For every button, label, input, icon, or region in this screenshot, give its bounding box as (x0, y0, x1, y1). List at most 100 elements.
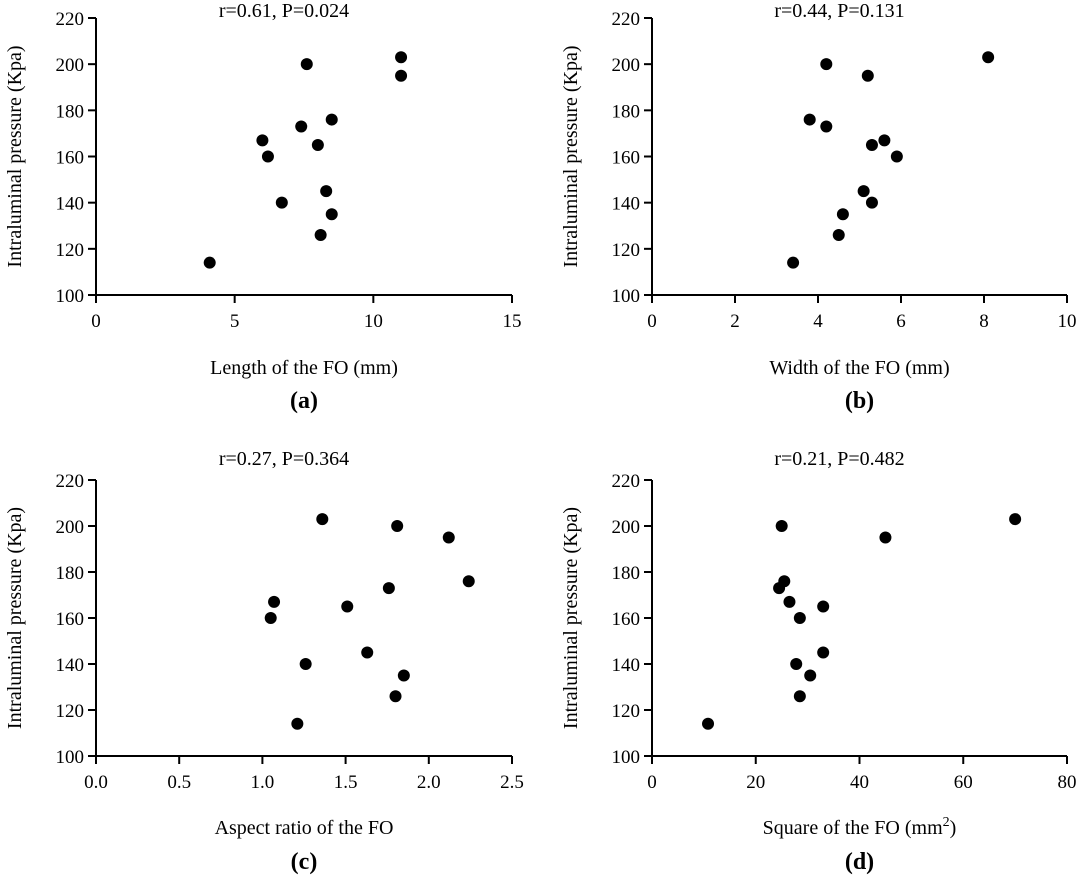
correlation-annotation: r=0.61, P=0.024 (219, 0, 349, 22)
x-tick-label: 2.0 (417, 772, 441, 793)
correlation-annotation: r=0.27, P=0.364 (219, 448, 349, 470)
y-tick-label: 140 (612, 655, 641, 676)
data-point (865, 196, 878, 209)
data-point (793, 690, 806, 703)
data-point (787, 256, 800, 269)
y-tick-label: 200 (612, 55, 641, 76)
x-axis-title-text: Square of the FO (mm (763, 817, 943, 839)
correlation-annotation: r=0.21, P=0.482 (774, 448, 904, 470)
y-tick-label: 120 (612, 701, 641, 722)
data-point (295, 120, 308, 133)
data-point (790, 658, 803, 670)
x-tick-label: 80 (1058, 772, 1077, 793)
correlation-annotation: r=0.44, P=0.131 (774, 0, 904, 22)
x-tick-label: 1.0 (251, 772, 275, 793)
data-point (300, 58, 313, 71)
data-point (702, 717, 715, 730)
panel-label: (b) (845, 388, 874, 414)
x-tick-label: 4 (813, 311, 823, 332)
y-tick-label: 140 (56, 194, 85, 215)
data-point (391, 520, 404, 532)
y-tick-label: 120 (56, 240, 85, 261)
x-tick-label: 8 (979, 311, 989, 332)
panel-label: (c) (291, 849, 318, 875)
panel-label: (a) (290, 388, 318, 414)
y-axis-title: Intraluminal pressure (Kpa) (560, 507, 582, 729)
data-point (803, 113, 816, 126)
data-point (316, 513, 329, 526)
y-tick-label: 200 (612, 517, 641, 538)
data-point (299, 658, 312, 670)
x-tick-label: 20 (746, 772, 765, 793)
y-tick-label: 220 (56, 471, 85, 492)
y-tick-label: 220 (612, 9, 641, 30)
data-point (861, 69, 874, 82)
x-tick-label: 15 (503, 311, 522, 332)
y-tick-label: 140 (612, 194, 641, 215)
data-point (783, 595, 796, 608)
data-point (264, 612, 277, 624)
data-point (817, 600, 830, 613)
x-tick-label: 2.5 (500, 772, 524, 793)
x-axis-title-suffix: ) (950, 817, 957, 839)
y-tick-label: 160 (612, 609, 641, 630)
data-point (361, 646, 374, 659)
y-tick-label: 120 (612, 240, 641, 261)
x-tick-label: 0.5 (167, 772, 191, 793)
x-axis-title: Aspect ratio of the FO (215, 817, 394, 839)
x-axis-title-text: Width of the FO (mm) (769, 357, 949, 379)
y-tick-label: 180 (612, 563, 641, 584)
panel-b: 100 120 140 160 180 200 220 0 2 4 6 8 10 Intraluminal… (560, 0, 1077, 414)
x-tick-label: 10 (364, 311, 383, 332)
data-point (857, 185, 870, 198)
y-tick-label: 100 (612, 747, 641, 768)
x-tick-label: 0 (647, 311, 657, 332)
data-point (395, 51, 408, 64)
y-tick-label: 200 (56, 55, 85, 76)
data-point (341, 600, 354, 613)
x-tick-label: 0 (647, 772, 657, 793)
y-tick-label: 160 (56, 148, 85, 169)
data-point (314, 228, 327, 241)
x-tick-label: 5 (230, 311, 240, 332)
y-axis-title: Intraluminal pressure (Kpa) (560, 45, 582, 267)
data-point (382, 582, 395, 595)
x-tick-label: 10 (1058, 311, 1077, 332)
data-point (778, 575, 791, 588)
data-point (389, 690, 402, 703)
data-point (397, 669, 410, 682)
x-axis-title: Length of the FO (mm) (210, 357, 398, 379)
x-tick-label: 1.5 (334, 772, 358, 793)
data-point (820, 120, 833, 133)
y-tick-label: 160 (612, 148, 641, 169)
y-axis-title: Intraluminal pressure (Kpa) (4, 507, 26, 729)
data-point (832, 228, 845, 241)
y-tick-label: 100 (612, 286, 641, 307)
data-point (395, 69, 408, 82)
y-tick-label: 180 (612, 101, 641, 122)
data-point (275, 196, 288, 209)
data-point (203, 256, 216, 269)
x-tick-label: 0.0 (84, 772, 108, 793)
data-point (820, 58, 833, 71)
y-tick-label: 160 (56, 609, 85, 630)
x-axis-title-superscript: 2 (943, 815, 950, 830)
data-point (879, 531, 892, 544)
data-point (865, 138, 878, 151)
x-tick-label: 6 (896, 311, 906, 332)
panel-a: 100 120 140 160 180 200 220 0 5 10 15 Intraluminal … (4, 0, 522, 414)
data-point (325, 208, 338, 221)
data-point (268, 595, 281, 608)
x-axis-title-text: Aspect ratio of the FO (215, 817, 394, 839)
y-tick-label: 220 (56, 9, 85, 30)
data-point (462, 575, 475, 588)
y-axis-title: Intraluminal pressure (Kpa) (4, 45, 26, 267)
panel-c: 100 120 140 160 180 200 220 0.0 0.5 1.0 1.5 2.0 2.5 I… (4, 448, 524, 875)
y-tick-label: 140 (56, 655, 85, 676)
y-tick-label: 180 (56, 101, 85, 122)
y-tick-label: 180 (56, 563, 85, 584)
data-point (325, 113, 338, 126)
data-point (878, 134, 891, 147)
data-point (817, 646, 830, 659)
